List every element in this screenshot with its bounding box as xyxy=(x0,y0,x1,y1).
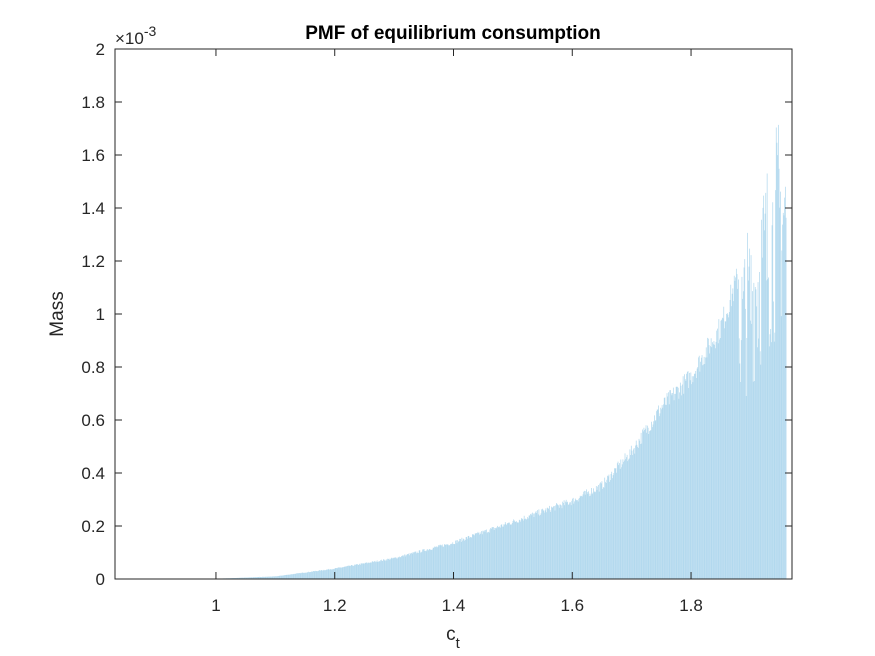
y-tick-label: 1.2 xyxy=(81,252,105,271)
x-tick-label: 1.8 xyxy=(679,596,703,615)
y-tick-label: 0 xyxy=(96,570,105,589)
y-exponent-label: ×10-3 xyxy=(115,23,157,48)
y-tick-label: 1.4 xyxy=(81,199,105,218)
x-tick-label: 1.6 xyxy=(560,596,584,615)
x-axis-label: ct xyxy=(446,624,461,652)
x-tick-label: 1.2 xyxy=(323,596,347,615)
chart-title: PMF of equilibrium consumption xyxy=(305,23,601,44)
y-tick-label: 0.4 xyxy=(81,464,105,483)
x-axis-label-subscript: t xyxy=(456,635,461,652)
y-tick-label: 1.8 xyxy=(81,93,105,112)
x-tick-label: 1 xyxy=(211,596,220,615)
axes-group: 1 1.2 1.4 1.6 1.8 0 0.2 0.4 0.6 0.8 1 1.2 1.4 1.6 1.8 2 xyxy=(81,40,793,615)
x-tick-label: 1.4 xyxy=(442,596,466,615)
y-tick-label: 2 xyxy=(96,40,105,59)
y-tick-label: 0.2 xyxy=(81,517,105,536)
y-tick-label: 1.6 xyxy=(81,146,105,165)
y-tick-label: 1 xyxy=(96,305,105,324)
y-exponent-base: ×10 xyxy=(115,29,144,48)
y-axis-label: Mass xyxy=(47,291,68,336)
x-axis-label-base: c xyxy=(446,624,456,645)
y-exponent-power: -3 xyxy=(144,23,157,39)
y-tick-label: 0.6 xyxy=(81,411,105,430)
bars-group xyxy=(156,124,787,579)
y-tick-label: 0.8 xyxy=(81,358,105,377)
